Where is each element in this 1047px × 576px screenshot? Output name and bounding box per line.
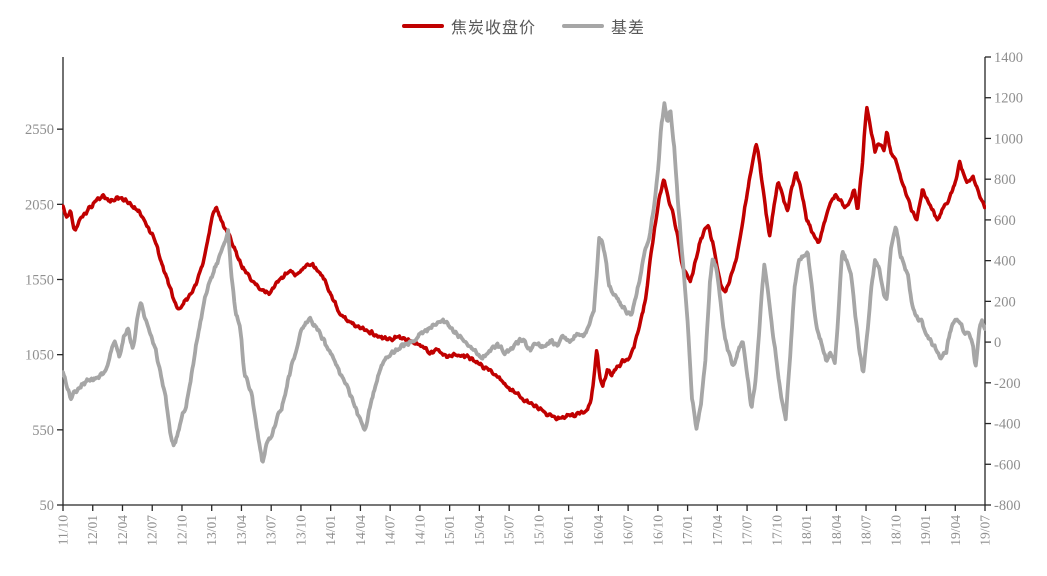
right-axis-tick-label: 1200 bbox=[994, 91, 1023, 107]
x-axis-tick-label: 13/07 bbox=[264, 515, 279, 546]
right-axis-tick-label: -400 bbox=[994, 417, 1021, 433]
x-axis-tick-label: 16/07 bbox=[621, 515, 636, 546]
x-axis-tick-label: 15/07 bbox=[502, 515, 517, 546]
x-axis-tick-label: 13/01 bbox=[204, 515, 219, 546]
x-axis-tick-label: 15/01 bbox=[442, 515, 457, 546]
y-axis-right: 1400 1200 1000 800 600 400 200 0 -200 -400 -600 -80… bbox=[985, 50, 1023, 514]
x-axis-tick-label: 13/10 bbox=[293, 515, 308, 546]
x-axis-tick-label: 14/10 bbox=[412, 515, 427, 546]
x-axis-tick-label: 17/07 bbox=[740, 515, 755, 546]
right-axis-tick-label: -200 bbox=[994, 376, 1021, 392]
right-axis-tick-label: 1000 bbox=[994, 131, 1023, 147]
x-axis-tick-label: 18/01 bbox=[799, 515, 814, 546]
x-axis-tick-label: 17/01 bbox=[680, 515, 695, 546]
left-axis-tick-label: 2050 bbox=[25, 197, 54, 213]
right-axis-tick-label: 0 bbox=[994, 335, 1001, 351]
series-group bbox=[62, 101, 986, 464]
x-axis-tick-label: 12/07 bbox=[145, 515, 160, 546]
x-axis-tick-label: 16/01 bbox=[561, 515, 576, 546]
right-axis-tick-label: 400 bbox=[994, 254, 1016, 270]
x-axis-tick-label: 16/04 bbox=[591, 515, 606, 546]
right-axis-tick-label: -800 bbox=[994, 498, 1021, 514]
x-axis-tick-label: 12/04 bbox=[115, 515, 130, 546]
x-axis-tick-label: 19/04 bbox=[948, 515, 963, 546]
left-axis-tick-label: 2550 bbox=[25, 122, 54, 138]
x-axis-tick-label: 14/04 bbox=[353, 515, 368, 546]
series-basis-line bbox=[62, 101, 986, 464]
x-axis-tick-label: 15/10 bbox=[531, 515, 546, 546]
right-axis-tick-label: 800 bbox=[994, 172, 1016, 188]
x-axis-tick-label: 12/10 bbox=[174, 515, 189, 546]
right-axis-tick-label: 600 bbox=[994, 213, 1016, 229]
y-axis-left: 50 550 1050 1550 2050 2550 bbox=[25, 122, 63, 514]
x-axis-tick-label: 14/07 bbox=[383, 515, 398, 546]
left-axis-tick-label: 50 bbox=[40, 498, 55, 514]
x-axis-tick-label: 17/04 bbox=[710, 515, 725, 546]
right-axis-tick-label: -600 bbox=[994, 457, 1021, 473]
x-axis-tick-label: 18/07 bbox=[859, 515, 874, 546]
x-axis-tick-label: 19/01 bbox=[918, 515, 933, 546]
x-axis-tick-label: 17/10 bbox=[769, 515, 784, 546]
series-coke-close-price-line bbox=[62, 105, 986, 422]
left-axis-tick-label: 1550 bbox=[25, 272, 54, 288]
x-axis-tick-label: 11/10 bbox=[56, 515, 71, 545]
right-axis-tick-label: 1400 bbox=[994, 50, 1023, 66]
x-axis: 11/10 12/01 12/04 12/07 12/10 13/01 13/04 13/07… bbox=[56, 505, 993, 546]
x-axis-tick-label: 13/04 bbox=[234, 515, 249, 546]
left-axis-tick-label: 550 bbox=[32, 423, 54, 439]
x-axis-tick-label: 19/07 bbox=[978, 515, 993, 546]
x-axis-tick-label: 12/01 bbox=[85, 515, 100, 546]
x-axis-tick-label: 18/10 bbox=[888, 515, 903, 546]
right-axis-tick-label: 200 bbox=[994, 294, 1016, 310]
x-axis-tick-label: 15/04 bbox=[472, 515, 487, 546]
left-axis-tick-label: 1050 bbox=[25, 348, 54, 364]
x-axis-tick-label: 14/01 bbox=[323, 515, 338, 546]
axes bbox=[62, 57, 986, 506]
x-axis-tick-label: 16/10 bbox=[650, 515, 665, 546]
x-axis-tick-label: 18/04 bbox=[829, 515, 844, 546]
